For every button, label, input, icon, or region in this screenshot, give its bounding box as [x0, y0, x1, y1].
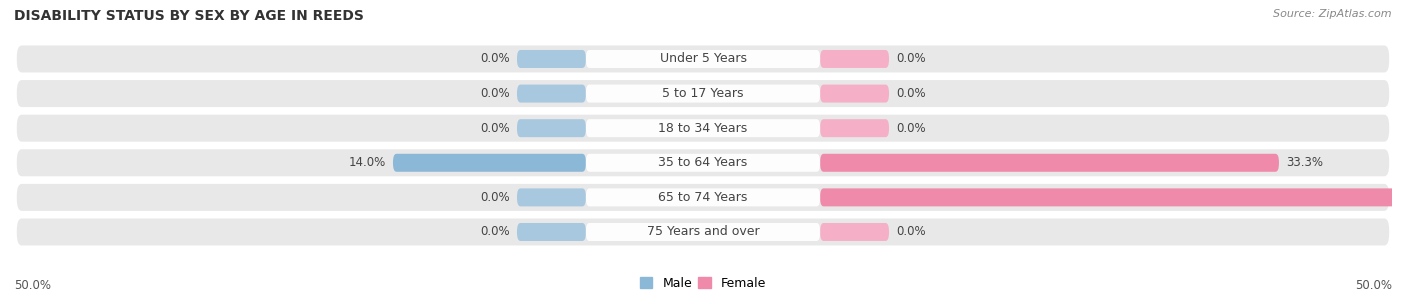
- Text: Under 5 Years: Under 5 Years: [659, 53, 747, 65]
- Text: 0.0%: 0.0%: [481, 122, 510, 135]
- Text: 33.3%: 33.3%: [1286, 156, 1323, 169]
- FancyBboxPatch shape: [820, 154, 1279, 172]
- FancyBboxPatch shape: [586, 119, 820, 137]
- FancyBboxPatch shape: [820, 119, 889, 137]
- Text: 0.0%: 0.0%: [896, 87, 925, 100]
- Text: 50.0%: 50.0%: [1355, 279, 1392, 292]
- FancyBboxPatch shape: [392, 154, 586, 172]
- Text: 75 Years and over: 75 Years and over: [647, 226, 759, 238]
- FancyBboxPatch shape: [517, 119, 586, 137]
- Text: Source: ZipAtlas.com: Source: ZipAtlas.com: [1274, 9, 1392, 19]
- FancyBboxPatch shape: [820, 188, 1406, 206]
- FancyBboxPatch shape: [586, 223, 820, 241]
- FancyBboxPatch shape: [17, 80, 1389, 107]
- FancyBboxPatch shape: [586, 85, 820, 102]
- Text: DISABILITY STATUS BY SEX BY AGE IN REEDS: DISABILITY STATUS BY SEX BY AGE IN REEDS: [14, 9, 364, 23]
- FancyBboxPatch shape: [517, 188, 586, 206]
- Text: 0.0%: 0.0%: [481, 226, 510, 238]
- Legend: Male, Female: Male, Female: [640, 277, 766, 290]
- Text: 0.0%: 0.0%: [481, 87, 510, 100]
- FancyBboxPatch shape: [17, 115, 1389, 142]
- FancyBboxPatch shape: [586, 154, 820, 172]
- Text: 0.0%: 0.0%: [896, 226, 925, 238]
- FancyBboxPatch shape: [17, 219, 1389, 245]
- Text: 0.0%: 0.0%: [481, 53, 510, 65]
- Text: 35 to 64 Years: 35 to 64 Years: [658, 156, 748, 169]
- FancyBboxPatch shape: [820, 223, 889, 241]
- FancyBboxPatch shape: [517, 85, 586, 102]
- FancyBboxPatch shape: [586, 50, 820, 68]
- FancyBboxPatch shape: [517, 50, 586, 68]
- Text: 14.0%: 14.0%: [349, 156, 387, 169]
- Text: 50.0%: 50.0%: [14, 279, 51, 292]
- FancyBboxPatch shape: [17, 46, 1389, 72]
- Text: 0.0%: 0.0%: [896, 53, 925, 65]
- FancyBboxPatch shape: [820, 85, 889, 102]
- Text: 0.0%: 0.0%: [896, 122, 925, 135]
- FancyBboxPatch shape: [586, 188, 820, 206]
- Text: 5 to 17 Years: 5 to 17 Years: [662, 87, 744, 100]
- FancyBboxPatch shape: [517, 223, 586, 241]
- Text: 0.0%: 0.0%: [481, 191, 510, 204]
- Text: 65 to 74 Years: 65 to 74 Years: [658, 191, 748, 204]
- Text: 18 to 34 Years: 18 to 34 Years: [658, 122, 748, 135]
- FancyBboxPatch shape: [17, 184, 1389, 211]
- FancyBboxPatch shape: [820, 50, 889, 68]
- FancyBboxPatch shape: [17, 149, 1389, 176]
